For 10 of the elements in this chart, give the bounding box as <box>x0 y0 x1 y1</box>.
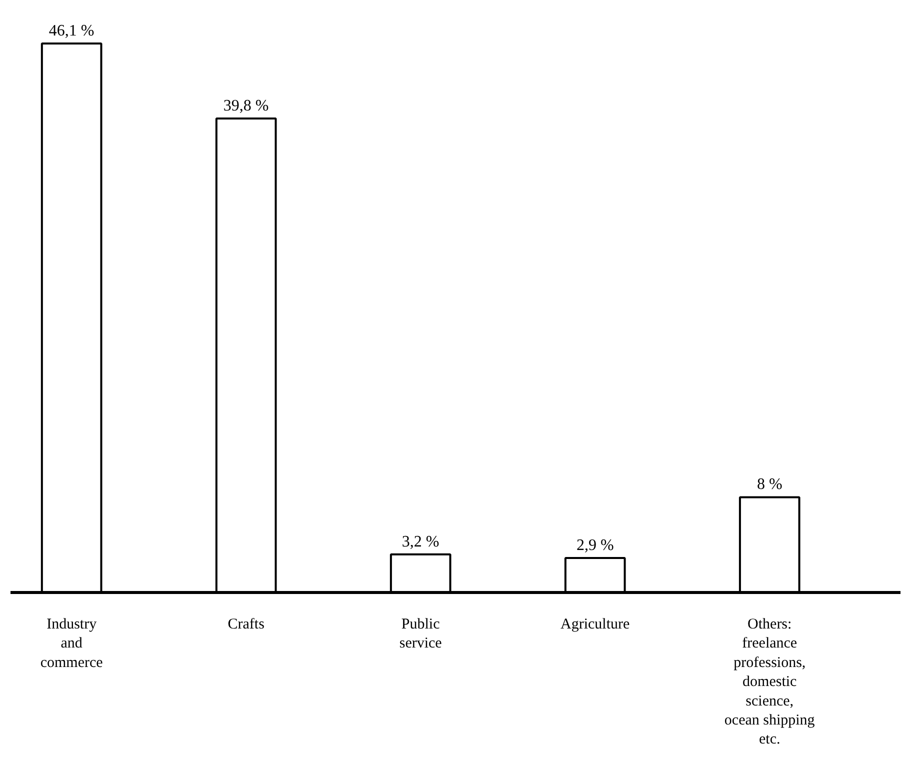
x-tick-label: Others: freelance professions, domestic science, ocean shipping etc. <box>724 616 816 748</box>
x-tick-label: Industry and commerce <box>40 616 104 671</box>
x-tick-label: Agriculture <box>560 616 630 632</box>
x-tick-label: Public service <box>399 616 442 652</box>
data-label: 8 % <box>756 476 782 494</box>
data-label: 3,2 % <box>402 533 440 550</box>
x-tick-label: Crafts <box>228 616 265 632</box>
data-label: 46,1 % <box>48 22 94 40</box>
data-label: 39,8 % <box>223 97 269 114</box>
data-label: 2,9 % <box>576 536 614 554</box>
